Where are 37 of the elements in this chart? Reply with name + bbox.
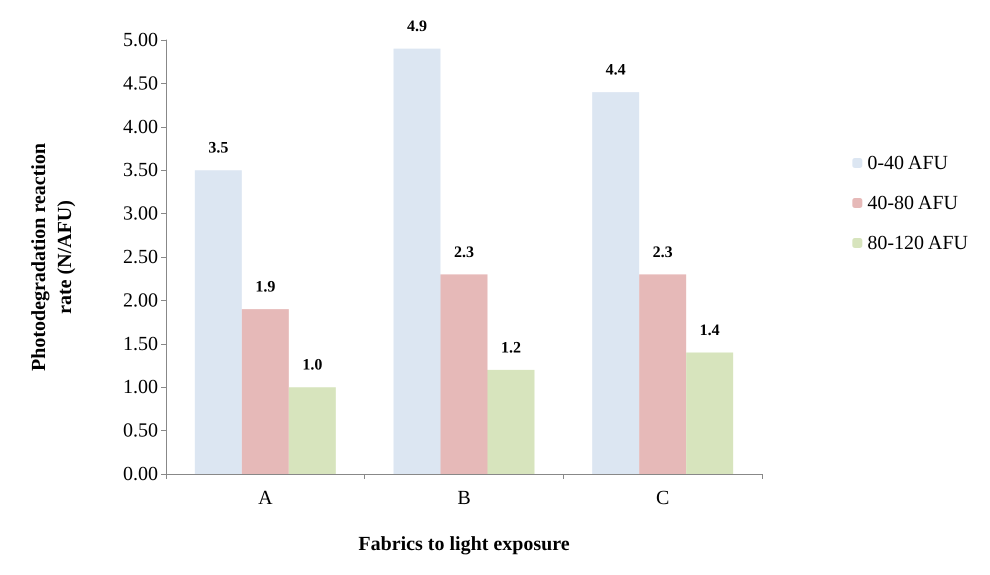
data-label: 1.2 xyxy=(501,339,521,356)
y-tick-label: 0.00 xyxy=(123,463,158,485)
y-tick-label: 3.00 xyxy=(123,202,158,225)
legend-label: 0-40 AFU xyxy=(867,152,948,174)
data-label: 2.3 xyxy=(454,244,474,261)
bar xyxy=(194,170,242,474)
y-tick-label: 4.50 xyxy=(123,72,158,94)
x-tick-label: C xyxy=(656,487,670,509)
data-label: 4.4 xyxy=(606,62,626,79)
y-tick-label: 1.00 xyxy=(123,376,158,398)
bar xyxy=(242,309,289,474)
x-tick-label: A xyxy=(258,487,274,509)
bar xyxy=(288,387,336,474)
bar xyxy=(394,48,440,474)
y-axis-title: Photodegradation reaction rate (N/AFU) xyxy=(28,143,76,371)
legend-label: 40-80 AFU xyxy=(867,192,958,214)
data-label: 4.9 xyxy=(407,18,427,36)
legend-label: 80-120 AFU xyxy=(867,232,968,254)
y-tick-label: 0.50 xyxy=(123,420,158,442)
y-tick-label: 2.50 xyxy=(123,246,158,268)
data-label: 3.5 xyxy=(208,140,228,157)
bar xyxy=(592,92,640,474)
x-axis-title: Fabrics to light exposure xyxy=(358,533,570,555)
y-tick-label: 5.00 xyxy=(123,29,158,51)
y-tick-label: 3.50 xyxy=(123,159,158,182)
data-label: 1.0 xyxy=(302,356,322,374)
y-tick-label: 2.00 xyxy=(123,289,158,312)
bar xyxy=(488,370,534,474)
bar xyxy=(686,352,734,474)
data-label: 1.9 xyxy=(255,278,276,296)
data-label: 1.4 xyxy=(700,322,720,339)
y-tick-label: 1.50 xyxy=(123,332,158,355)
y-tick-label: 4.00 xyxy=(123,116,158,138)
bar xyxy=(440,274,488,474)
x-tick-label: B xyxy=(457,487,471,509)
bar xyxy=(639,274,686,474)
data-label: 2.3 xyxy=(652,244,673,261)
